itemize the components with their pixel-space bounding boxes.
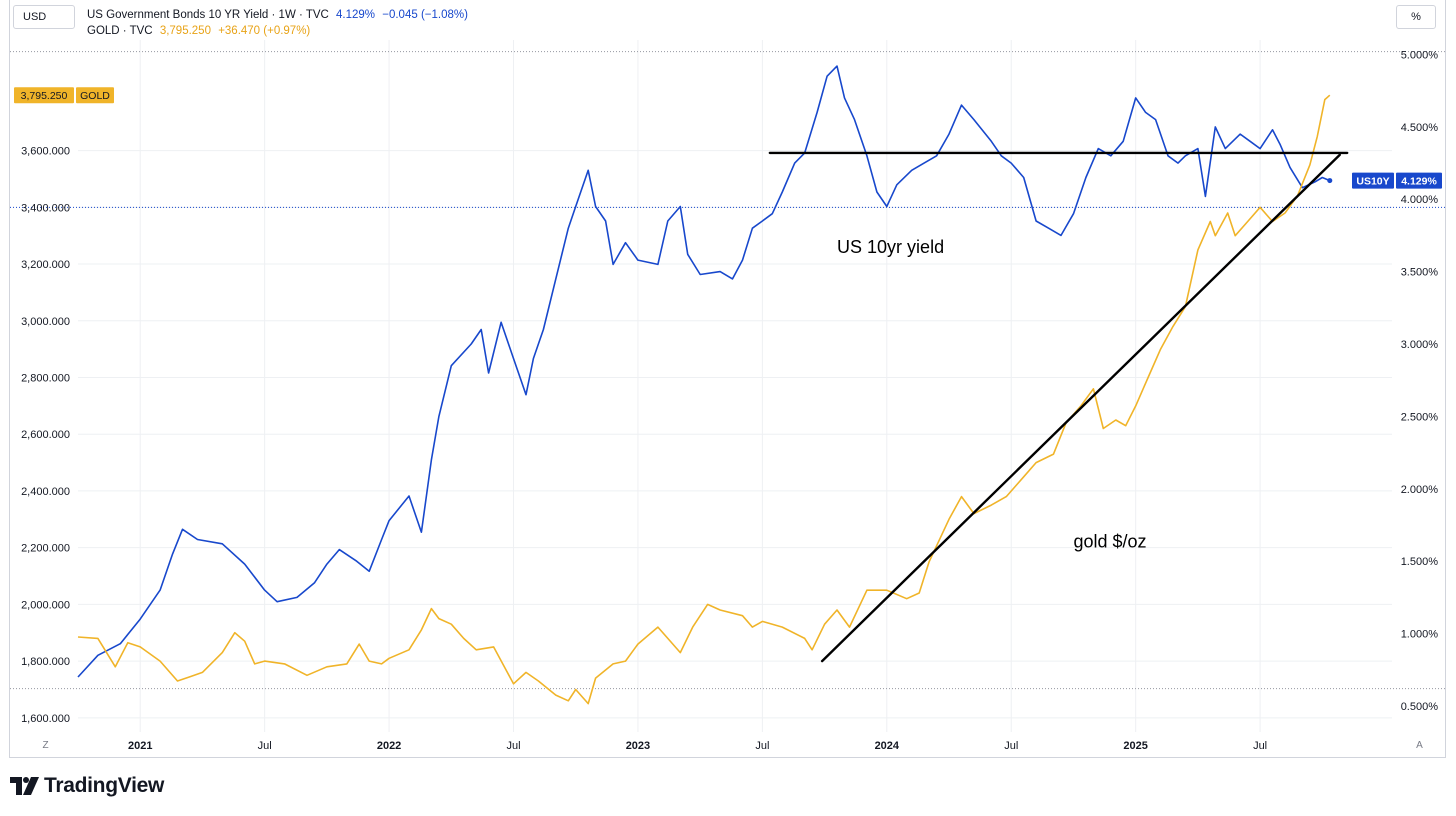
left-axis-tick-label: 1,800.000 <box>21 656 70 668</box>
left-axis-tick-label: 2,400.000 <box>21 486 70 498</box>
x-axis-tick-label: 2021 <box>128 740 152 752</box>
annotation-label: gold $/oz <box>1073 532 1146 552</box>
left-axis-tick-label: 3,600.000 <box>21 146 70 158</box>
right-axis-tick-label: 5.000% <box>1401 49 1439 61</box>
gold-series-tag-label: GOLD <box>80 90 110 102</box>
chart-svg[interactable]: 1,600.000 1,800.000 2,000.000 2,200.000 2,40… <box>0 0 1456 760</box>
right-axis-tick-label: 4.000% <box>1401 194 1439 206</box>
right-axis-tick-label: 2.500% <box>1401 411 1439 423</box>
gold-series-line[interactable] <box>77 94 1331 705</box>
auto-scale-z-button[interactable]: Z <box>38 738 53 753</box>
left-axis-tick-label: 2,800.000 <box>21 372 70 384</box>
yield-last-point-marker <box>1327 178 1333 184</box>
trendline-gold-uptrend[interactable] <box>820 153 1341 663</box>
left-axis-tick-label: 2,200.000 <box>21 543 70 555</box>
x-axis-tick-label: 2023 <box>626 740 650 752</box>
right-axis-tick-label: 4.500% <box>1401 122 1439 134</box>
gold-value-tag <box>14 87 74 104</box>
left-axis-tick-label: 1,600.000 <box>21 713 70 725</box>
right-axis-tick-label: 1.000% <box>1401 629 1439 641</box>
legend-gold-value: 3,795.250 <box>159 25 211 37</box>
yield-value-tag <box>1396 172 1442 189</box>
yield-value-tag-label: 4.129% <box>1401 176 1437 188</box>
yield-series-tag <box>1352 172 1394 189</box>
yield-series-tag-label: US10Y <box>1356 176 1389 188</box>
x-axis-tick-label: Jul <box>1253 740 1267 752</box>
legend-yield[interactable]: US Government Bonds 10 YR Yield · 1W · T… <box>87 9 472 21</box>
tradingview-logo-text: TradingView <box>44 774 165 797</box>
tradingview-logo[interactable]: TradingView <box>10 774 164 798</box>
auto-scale-a-button[interactable]: A <box>1412 738 1427 753</box>
right-axis-tick-label: 3.000% <box>1401 339 1439 351</box>
x-axis-tick-label: Jul <box>755 740 769 752</box>
legend-gold-name: GOLD · TVC <box>87 25 153 37</box>
legend-yield-name: US Government Bonds 10 YR Yield · 1W · T… <box>87 9 329 21</box>
yield-series-line[interactable] <box>77 65 1331 678</box>
legend-yield-value: 4.129% <box>336 9 376 21</box>
chart-frame <box>9 0 1446 758</box>
left-axis-tick-label: 3,400.000 <box>21 202 70 214</box>
gold-value-tag-label: 3,795.250 <box>21 90 68 102</box>
left-axis-tick-label: 2,600.000 <box>21 429 70 441</box>
gold-series-tag <box>76 87 114 104</box>
left-axis-tick-label: 3,200.000 <box>21 259 70 271</box>
x-axis-tick-label: Jul <box>258 740 272 752</box>
x-axis-tick-label: 2025 <box>1123 740 1147 752</box>
right-axis-tick-label: 3.500% <box>1401 267 1439 279</box>
legend-gold[interactable]: GOLD · TVC 3,795.250 +36.470 (+0.97%) <box>87 25 314 37</box>
tradingview-logo-icon <box>10 777 39 795</box>
currency-button[interactable]: USD <box>13 5 75 29</box>
x-axis-tick-label: Jul <box>1004 740 1018 752</box>
x-axis-tick-label: 2022 <box>377 740 401 752</box>
annotation-label: US 10yr yield <box>837 237 944 257</box>
legend-gold-change: +36.470 (+0.97%) <box>218 25 311 37</box>
right-axis-tick-label: 2.000% <box>1401 484 1439 496</box>
percent-scale-button[interactable]: % <box>1396 5 1436 29</box>
x-axis-tick-label: Jul <box>506 740 520 752</box>
right-axis-tick-label: 1.500% <box>1401 556 1439 568</box>
right-axis-tick-label: 0.500% <box>1401 701 1439 713</box>
x-axis-tick-label: 2024 <box>875 740 900 752</box>
left-axis-tick-label: 3,000.000 <box>21 316 70 328</box>
legend-yield-change: −0.045 (−1.08%) <box>382 9 468 21</box>
left-axis-tick-label: 2,000.000 <box>21 599 70 611</box>
